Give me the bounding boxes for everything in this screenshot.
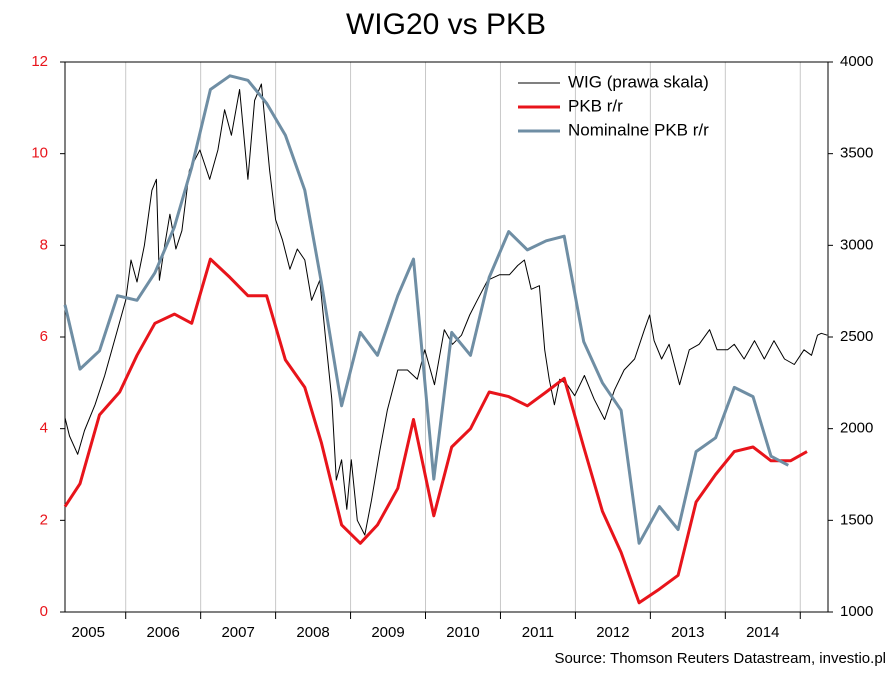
plot-frame <box>64 61 829 613</box>
legend-label: WIG (prawa skala) <box>568 72 709 91</box>
y2-tick-label: 4000 <box>840 53 873 70</box>
series-line <box>63 74 789 545</box>
x-tick-label: 2014 <box>746 624 779 641</box>
y-tick-label: 2 <box>40 511 48 528</box>
y2-tick-label: 1500 <box>840 511 873 528</box>
y-tick-label: 8 <box>40 236 48 253</box>
series-line <box>64 83 828 536</box>
chart-title: WIG20 vs PKB <box>346 8 546 41</box>
y-tick-label: 12 <box>31 53 48 70</box>
y2-tick-label: 3000 <box>840 236 873 253</box>
y-tick-label: 6 <box>40 328 48 345</box>
x-tick-label: 2006 <box>146 624 179 641</box>
x-tick-label: 2008 <box>296 624 329 641</box>
y2-tick-label: 2500 <box>840 328 873 345</box>
x-tick-label: 2012 <box>596 624 629 641</box>
x-tick-label: 2007 <box>221 624 254 641</box>
y2-tick-label: 1000 <box>840 603 873 620</box>
y-tick-label: 0 <box>40 603 48 620</box>
y2-tick-label: 2000 <box>840 420 873 437</box>
legend-label: Nominalne PKB r/r <box>568 120 709 139</box>
x-tick-label: 2011 <box>522 624 554 641</box>
legend-label: PKB r/r <box>568 96 623 115</box>
x-tick-label: 2010 <box>446 624 479 641</box>
series-line <box>63 257 808 605</box>
x-tick-label: 2009 <box>371 624 404 641</box>
y-tick-label: 10 <box>31 145 48 162</box>
x-tick-label: 2005 <box>72 624 105 641</box>
source-note: Source: Thomson Reuters Datastream, inve… <box>554 650 886 667</box>
y2-tick-label: 3500 <box>840 145 873 162</box>
x-tick-label: 2013 <box>671 624 704 641</box>
y-tick-label: 4 <box>40 420 48 437</box>
